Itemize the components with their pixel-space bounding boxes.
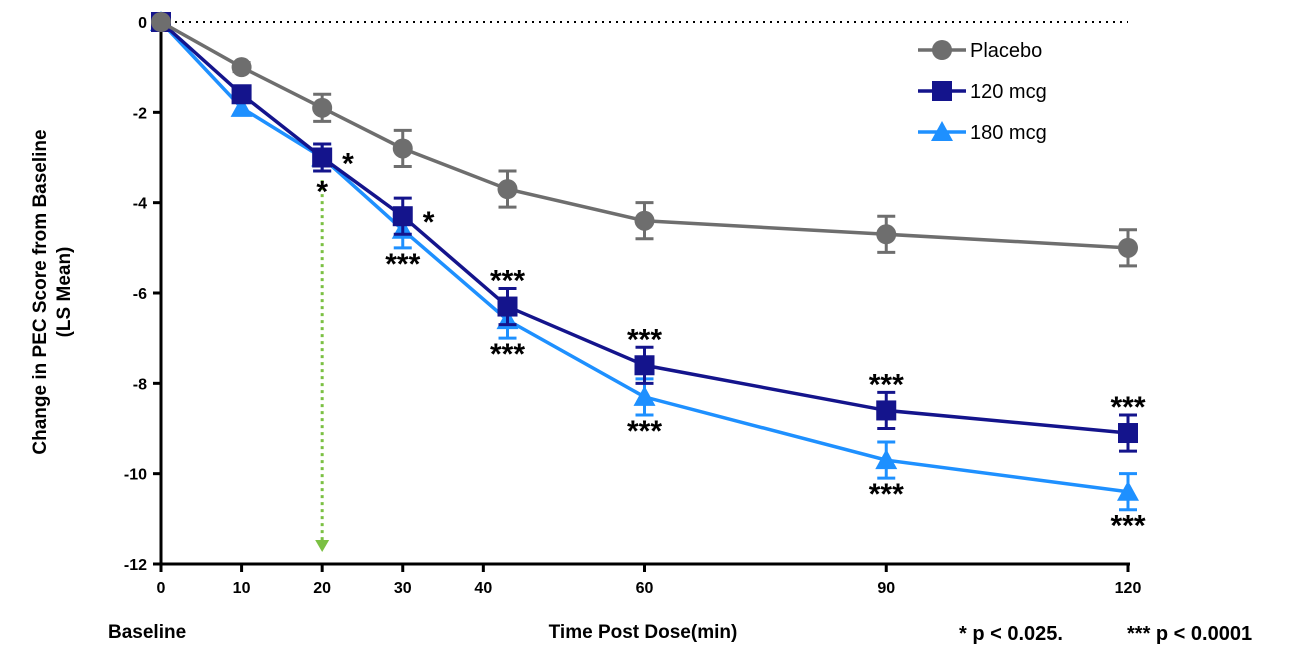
series-line-120-mcg bbox=[159, 20, 1129, 435]
x-axis-title: Time Post Dose(min) bbox=[549, 622, 738, 643]
y-tick-label: -12 bbox=[124, 557, 147, 574]
data-point-120-mcg bbox=[634, 355, 655, 376]
y-axis-title-line2: (LS Mean) bbox=[54, 247, 75, 338]
legend-item-placebo: Placebo bbox=[918, 40, 1042, 62]
series-layer bbox=[150, 11, 1139, 512]
significance-mark: * bbox=[423, 206, 435, 239]
x-tick-label: 30 bbox=[394, 580, 412, 597]
legend-label: Placebo bbox=[970, 40, 1042, 62]
significance-mark: *** bbox=[1110, 391, 1145, 424]
significance-mark: *** bbox=[627, 415, 662, 448]
x-tick-label: 90 bbox=[877, 580, 895, 597]
x-tick-label: 40 bbox=[474, 580, 492, 597]
legend-item-120-mcg: 120 mcg bbox=[918, 81, 1047, 103]
data-point-180-mcg bbox=[1117, 480, 1139, 501]
data-point-placebo bbox=[1118, 237, 1138, 258]
data-point-180-mcg bbox=[875, 449, 898, 470]
legend-marker bbox=[932, 40, 952, 60]
data-point-120-mcg bbox=[1118, 423, 1138, 444]
y-tick-label: -6 bbox=[133, 286, 147, 303]
data-point-180-mcg bbox=[230, 96, 253, 117]
y-axis-title-line1: Change in PEC Score from Baseline bbox=[30, 129, 51, 454]
data-point-placebo bbox=[151, 12, 171, 32]
data-point-120-mcg bbox=[876, 400, 897, 421]
y-axis-title: Change in PEC Score from Baseline (LS Me… bbox=[30, 129, 75, 454]
significance-annotations: ************ ****************** bbox=[316, 148, 1146, 543]
footnote-p025: * p < 0.025. bbox=[959, 623, 1063, 645]
data-point-placebo bbox=[497, 179, 518, 200]
x-tick-label: 10 bbox=[233, 580, 251, 597]
baseline-label: Baseline bbox=[108, 622, 186, 643]
significance-mark: * bbox=[342, 148, 354, 181]
legend-label: 120 mcg bbox=[970, 81, 1047, 103]
data-point-placebo bbox=[876, 224, 897, 245]
legend-marker bbox=[931, 121, 953, 141]
significance-mark: *** bbox=[385, 248, 420, 281]
legend-item-180-mcg: 180 mcg bbox=[918, 121, 1047, 144]
series-line-placebo bbox=[160, 20, 1129, 250]
y-tick-label: -8 bbox=[133, 376, 147, 393]
significance-mark: *** bbox=[869, 478, 904, 511]
series-placebo bbox=[151, 12, 1138, 268]
y-tick-label: 0 bbox=[138, 15, 147, 32]
legend: Placebo 120 mcg 180 mcg bbox=[918, 40, 1047, 144]
significance-mark: *** bbox=[490, 265, 525, 298]
data-point-placebo bbox=[231, 57, 252, 78]
series-line-180-mcg bbox=[159, 20, 1129, 494]
data-point-placebo bbox=[312, 97, 333, 118]
significance-mark: * bbox=[316, 176, 328, 209]
x-tick-label: 60 bbox=[636, 580, 654, 597]
significance-mark: *** bbox=[490, 338, 525, 371]
footnote-p0001: *** p < 0.0001 bbox=[1127, 623, 1252, 645]
reference-arrow-head bbox=[315, 540, 330, 552]
data-point-120-mcg bbox=[392, 206, 413, 227]
significance-mark: *** bbox=[627, 323, 662, 356]
legend-label: 180 mcg bbox=[970, 122, 1047, 144]
y-tick-label: -10 bbox=[124, 467, 147, 484]
significance-mark: *** bbox=[1110, 510, 1145, 543]
y-tick-label: -2 bbox=[133, 105, 147, 122]
y-tick-label: -4 bbox=[133, 196, 147, 213]
data-point-180-mcg bbox=[633, 385, 656, 406]
x-tick-label: 0 bbox=[157, 580, 166, 597]
data-point-120-mcg bbox=[497, 296, 518, 317]
series-120-mcg bbox=[151, 12, 1138, 453]
axes: 0 -2 -4 -6 -8 -10 -12 0 10 20 30 40 60 90 120 bbox=[124, 15, 1142, 597]
legend-marker bbox=[932, 81, 952, 101]
data-point-placebo bbox=[634, 210, 655, 231]
reference-marks bbox=[161, 21, 1128, 552]
x-tick-label: 20 bbox=[313, 580, 331, 597]
x-tick-label: 120 bbox=[1115, 580, 1142, 597]
data-point-120-mcg bbox=[312, 147, 333, 168]
data-point-placebo bbox=[392, 138, 413, 159]
data-point-120-mcg bbox=[231, 84, 252, 105]
significance-mark: *** bbox=[869, 368, 904, 401]
